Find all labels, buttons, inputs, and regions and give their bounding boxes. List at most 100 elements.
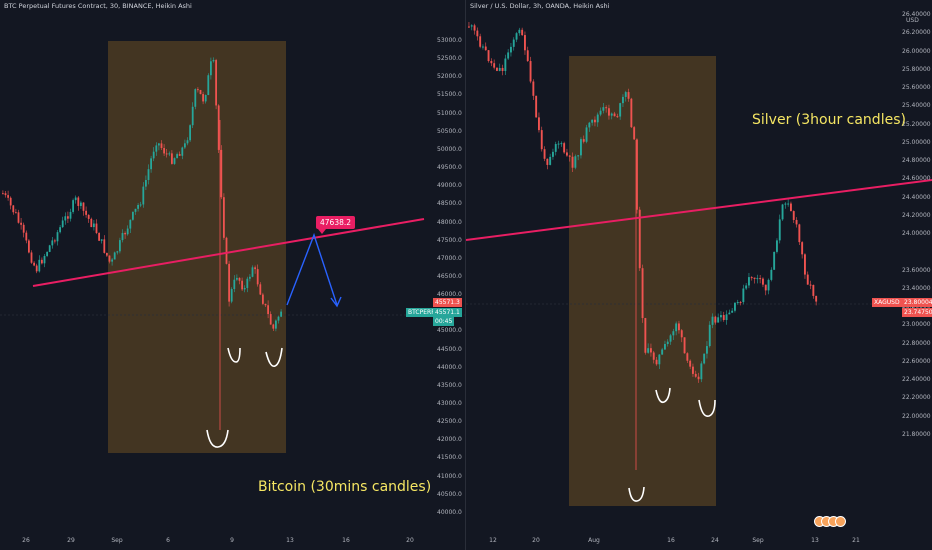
- silver-candle-body: [781, 204, 784, 220]
- silver-candle-body: [736, 302, 739, 304]
- silver-annotation-text: Silver (3hour candles): [752, 112, 906, 128]
- btc-candle-body: [51, 240, 54, 246]
- btc-trendline: [32, 218, 425, 287]
- btc-candle-body: [54, 240, 56, 242]
- silver-candle-body: [468, 26, 470, 28]
- silver-candle-body: [753, 277, 756, 279]
- silver-candle-body: [790, 203, 792, 212]
- silver-candle-body: [680, 330, 683, 338]
- silver-candle-body: [535, 95, 538, 118]
- silver-time-axis-label: Sep: [752, 537, 764, 544]
- btc-candle-body: [126, 228, 129, 235]
- btc-candle-body: [186, 140, 189, 144]
- silver-candle-body: [795, 219, 798, 225]
- btc-candle-body: [230, 289, 233, 302]
- btc-candle-body: [106, 252, 108, 256]
- silver-symbol-tag: XAGUSD: [872, 298, 902, 307]
- silver-candle-body: [700, 363, 703, 380]
- silver-candle-body: [666, 341, 669, 345]
- silver-candle-body: [554, 144, 557, 152]
- silver-candle-body: [742, 288, 745, 303]
- silver-candle-body: [787, 203, 790, 205]
- btc-candle-body: [124, 233, 126, 235]
- btc-candle-body: [90, 218, 93, 228]
- silver-chart-pane[interactable]: Silver / U.S. Dollar, 3h, OANDA, Heikin …: [466, 0, 932, 550]
- silver-candle-body: [689, 360, 692, 367]
- btc-candle-body: [38, 259, 41, 272]
- silver-candle-body: [571, 156, 574, 168]
- btc-candle-body: [28, 240, 30, 253]
- btc-candle-body: [103, 239, 106, 253]
- silver-candle-body: [487, 50, 490, 62]
- silver-candle-body: [515, 33, 518, 40]
- btc-candle-body: [43, 255, 46, 264]
- btc-candle-body: [82, 202, 85, 211]
- silver-candle-body: [759, 278, 762, 280]
- btc-time-axis-label: 13: [286, 537, 294, 544]
- btc-time-axis-label: 9: [230, 537, 234, 544]
- btc-price-axis-label: 47500.0: [437, 236, 462, 244]
- btc-chart-pane[interactable]: BTC Perpetual Futures Contract, 30, BINA…: [0, 0, 466, 550]
- btc-time-axis-label: Sep: [111, 537, 123, 544]
- silver-price-axis-label: 25.00000: [902, 138, 931, 146]
- silver-candle-body: [678, 323, 680, 331]
- btc-candle-body: [56, 232, 59, 242]
- btc-candle-body: [158, 143, 160, 146]
- btc-candle-body: [171, 153, 173, 164]
- btc-candle-body: [145, 179, 147, 187]
- silver-chart-canvas[interactable]: [466, 0, 932, 550]
- silver-price-axis-label: 25.40000: [902, 102, 931, 110]
- silver-currency-label: USD: [906, 17, 919, 24]
- silver-candle-body: [812, 284, 815, 296]
- silver-chart-title: Silver / U.S. Dollar, 3h, OANDA, Heikin …: [470, 2, 610, 10]
- silver-price-axis-label: 26.20000: [902, 29, 931, 37]
- btc-candle-body: [100, 239, 103, 241]
- btc-candle-body: [12, 205, 15, 213]
- silver-candle-body: [610, 113, 613, 116]
- btc-candle-body: [184, 143, 186, 148]
- silver-candle-body: [490, 61, 493, 64]
- silver-price-axis-label: 22.20000: [902, 394, 931, 402]
- silver-candle-body: [714, 316, 717, 323]
- silver-price-axis-label: 23.60000: [902, 266, 931, 274]
- btc-candle-body: [165, 153, 168, 155]
- btc-candle-body: [95, 223, 98, 234]
- silver-candle-body: [792, 211, 795, 220]
- btc-candle-body: [176, 154, 178, 159]
- btc-candle-body: [212, 60, 215, 62]
- silver-time-axis-label: 13: [811, 537, 819, 544]
- btc-price-axis-label: 50000.0: [437, 145, 462, 153]
- btc-candle-body: [223, 197, 225, 238]
- silver-candle-body: [661, 349, 664, 355]
- silver-price-axis-label: 25.80000: [902, 65, 931, 73]
- silver-candle-body: [624, 92, 627, 97]
- silver-candle-body: [683, 337, 686, 354]
- btc-candle-body: [132, 211, 134, 220]
- btc-candle-body: [9, 197, 12, 206]
- btc-candle-body: [35, 265, 38, 272]
- silver-candle-body: [809, 284, 812, 286]
- btc-candle-body: [217, 105, 220, 150]
- silver-candle-body: [784, 203, 787, 205]
- btc-chart-canvas[interactable]: [0, 0, 466, 550]
- btc-price-tag: 45571.3: [433, 298, 462, 307]
- silver-candle-body: [722, 315, 725, 321]
- btc-candle-body: [137, 204, 139, 209]
- btc-price-axis-label: 44000.0: [437, 363, 462, 371]
- silver-candle-body: [563, 143, 566, 153]
- btc-time-axis-label: 29: [67, 537, 75, 544]
- btc-candle-body: [178, 154, 181, 156]
- silver-price-axis-label: 26.00000: [902, 47, 931, 55]
- silver-candle-body: [669, 335, 672, 342]
- btc-price-axis-label: 49500.0: [437, 164, 462, 172]
- silver-price-axis-label: 23.00000: [902, 321, 931, 329]
- btc-candle-body: [215, 60, 217, 106]
- silver-candle-body: [560, 143, 563, 145]
- btc-price-axis-label: 50500.0: [437, 127, 462, 135]
- silver-candle-body: [762, 278, 764, 285]
- silver-candle-body: [717, 317, 720, 323]
- btc-candle-body: [46, 251, 48, 256]
- silver-candle-body: [694, 373, 697, 377]
- silver-price-axis-label: 22.00000: [902, 412, 931, 420]
- silver-candle-body: [538, 117, 540, 131]
